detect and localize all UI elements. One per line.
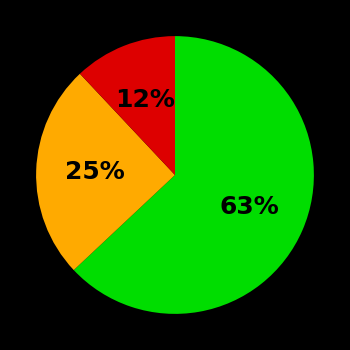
Text: 25%: 25% <box>65 160 124 184</box>
Wedge shape <box>36 74 175 270</box>
Text: 12%: 12% <box>116 88 175 112</box>
Wedge shape <box>74 36 314 314</box>
Text: 63%: 63% <box>219 195 279 219</box>
Wedge shape <box>80 36 175 175</box>
